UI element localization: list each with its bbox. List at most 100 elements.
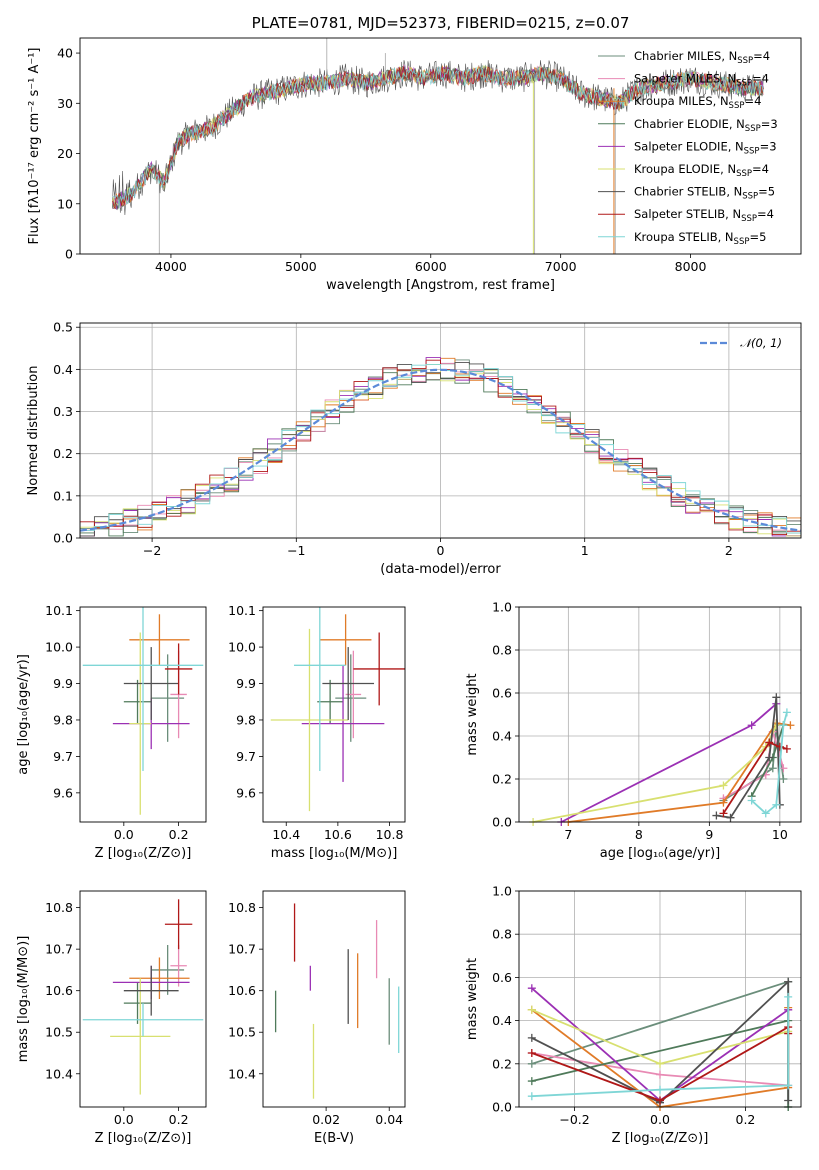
spectrum-panel: PLATE=0781, MJD=52373, FIBERID=0215, z=0… — [27, 14, 802, 293]
y-tick-label: 10.5 — [228, 1025, 256, 1040]
y-tick-label: 0.3 — [53, 404, 73, 419]
x-tick-label: 8000 — [675, 259, 707, 274]
legend-entry: Kroupa ELODIE, NSSP=4 — [634, 162, 769, 179]
x-tick-label: −2 — [143, 543, 161, 558]
y-tick-label: 10.4 — [45, 1066, 73, 1081]
weight-marker-8 — [779, 721, 788, 730]
weight-marker-0 — [527, 1059, 536, 1068]
errorbars — [274, 903, 400, 1099]
legend-label-tail: =4 — [744, 94, 761, 108]
errorbars — [82, 899, 204, 1095]
legend-entry: Chabrier ELODIE, NSSP=3 — [634, 117, 778, 134]
y-axis-label: Normed distribution — [26, 366, 41, 496]
weight-marker-0 — [779, 775, 788, 783]
x-tick-label: 10 — [772, 827, 788, 842]
weight-marker-6 — [527, 1033, 536, 1042]
mass-vs-Z-panel: 0.0 0.2 10.4 10.5 10.6 10.7 10.8 Z [log₁₀(Z/Z⊙)… — [16, 890, 207, 1146]
x-tick-label: 0 — [437, 543, 445, 558]
x-tick-label: 0.2 — [169, 1112, 189, 1127]
y-tick-label: 9.9 — [53, 676, 73, 691]
y-tick-label: 0.4 — [492, 729, 512, 744]
weight-marker-7 — [656, 1096, 664, 1105]
weight-marker-5 — [656, 1059, 664, 1068]
legend-entry: 𝒩(0, 1) — [740, 336, 782, 350]
age-vs-mass-panel: 10.4 10.6 10.8 9.6 9.7 9.8 9.9 10.0 10.1 mass [lo… — [228, 603, 406, 861]
y-tick-label: 10.4 — [228, 1066, 256, 1081]
legend-label-tail: =5 — [758, 185, 775, 199]
mass-weight-vs-Z-panel: −0.2 0.0 0.2 0.0 0.2 0.4 0.6 0.8 1.0 Z [log₁₀(Z/Z… — [465, 884, 802, 1146]
age-vs-Z-panel: 0.0 0.2 9.6 9.7 9.8 9.9 10.0 10.1 Z [log₁₀(Z/Z⊙)… — [16, 603, 207, 861]
weight-marker-8 — [656, 1085, 664, 1094]
legend-label-tail: =3 — [760, 139, 777, 153]
x-axis-label: wavelength [Angstrom, rest frame] — [326, 278, 555, 293]
axes-frame — [79, 322, 802, 539]
histogram-step-8 — [80, 363, 801, 537]
legend-entry: Salpeter MILES, NSSP=4 — [634, 72, 769, 89]
legend-label-main: Salpeter STELIB, N — [634, 207, 741, 221]
weight-marker-1 — [656, 1070, 664, 1079]
legend-label-tail: =4 — [752, 162, 769, 176]
legend-label-main: Chabrier STELIB, N — [634, 185, 742, 199]
legend-entry: Chabrier MILES, NSSP=4 — [634, 49, 770, 66]
weight-marker-5 — [527, 1005, 536, 1014]
axes-frame — [79, 37, 802, 255]
weight-marker-2 — [719, 798, 728, 807]
x-tick-label: 2 — [725, 543, 733, 558]
weight-marker-8 — [527, 1092, 536, 1101]
y-tick-label: 10.7 — [45, 942, 73, 957]
legend-label-tail: =4 — [753, 49, 770, 63]
weight-marker-8 — [772, 800, 781, 809]
weight-line-2 — [568, 722, 791, 823]
y-tick-label: 0.4 — [492, 1013, 512, 1028]
x-tick-label: 0.02 — [312, 1112, 340, 1127]
axes-frame — [518, 890, 802, 1108]
weight-marker-7 — [775, 742, 784, 751]
axes-frame — [262, 890, 406, 1108]
y-tick-label: 0.0 — [492, 815, 512, 830]
y-tick-label: 20 — [57, 146, 73, 161]
weight-marker-7 — [782, 744, 791, 753]
y-tick-label: 1.0 — [492, 884, 512, 899]
weight-marker-5 — [719, 781, 728, 790]
x-tick-label: 0.04 — [375, 1112, 403, 1127]
y-tick-label: 10.8 — [228, 900, 256, 915]
errorbars — [270, 607, 405, 812]
x-tick-label: 5000 — [285, 259, 317, 274]
x-tick-label: 0.0 — [114, 827, 134, 842]
y-tick-label: 30 — [57, 96, 73, 111]
spectrum-legend: Chabrier MILES, NSSP=4 Salpeter MILES, NS… — [598, 49, 778, 247]
weight-marker-3 — [527, 1077, 536, 1086]
weight-marker-6 — [784, 977, 793, 986]
y-tick-label: 9.6 — [236, 785, 256, 800]
x-tick-label: 4000 — [155, 259, 187, 274]
y-tick-label: 0.4 — [53, 362, 73, 377]
weight-marker-2 — [786, 721, 795, 730]
y-axis-label: mass [log₁₀(M/M⊙)] — [16, 936, 31, 1063]
y-axis-label: Flux [fλ10⁻¹⁷ erg cm⁻² s⁻¹ A⁻¹] — [27, 48, 42, 245]
x-tick-label: 10.6 — [324, 827, 352, 842]
spectrum-model-line-8 — [112, 66, 764, 209]
weight-marker-4 — [747, 721, 756, 730]
weight-marker-7 — [719, 809, 728, 818]
legend-label-sub: SSP — [736, 79, 752, 89]
legend-label-tail: =5 — [749, 230, 766, 244]
legend-label-main: Salpeter ELODIE, N — [634, 139, 744, 153]
weight-line-4 — [560, 703, 777, 823]
x-tick-label: 7000 — [545, 259, 577, 274]
y-tick-label: 0.8 — [492, 927, 512, 942]
weight-marker-1 — [779, 764, 788, 773]
axes-frame — [79, 606, 207, 823]
legend-label-sub: SSP — [737, 56, 753, 66]
weight-marker-0 — [768, 764, 777, 773]
weight-lines — [529, 693, 795, 826]
weight-marker-6 — [772, 693, 781, 702]
y-tick-label: 9.9 — [236, 676, 256, 691]
weight-marker-6 — [784, 1096, 793, 1105]
histogram-lines — [80, 357, 801, 537]
y-axis-label: age [log₁₀(age/yr)] — [16, 654, 31, 775]
y-tick-label: 10.0 — [45, 640, 73, 655]
y-axis-label: mass weight — [465, 958, 480, 1040]
weight-marker-4 — [527, 984, 536, 993]
x-tick-label: 10.4 — [272, 827, 300, 842]
